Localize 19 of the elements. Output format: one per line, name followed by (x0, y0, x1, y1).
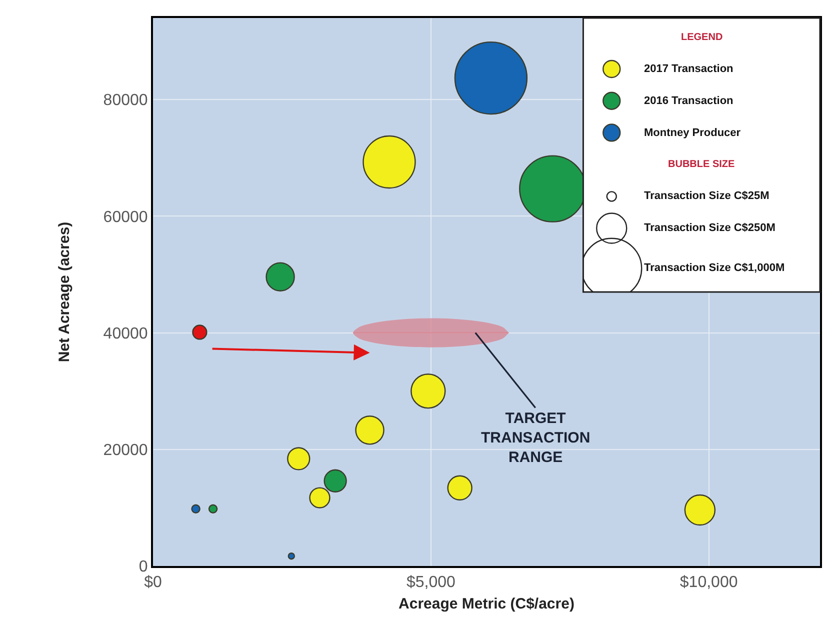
legend-label: 2016 Transaction (644, 95, 734, 107)
y-tick-label: 80000 (103, 92, 148, 110)
x-tick-label: $0 (144, 574, 162, 592)
legend-label: Transaction Size C$1,000M (644, 262, 785, 274)
y-tick-label: 20000 (103, 442, 148, 459)
y-tick-label: 0 (138, 558, 148, 576)
x-tick-label: $10,000 (680, 574, 738, 592)
annotation: TARGET TRANSACTION RANGE (481, 410, 590, 466)
y-tick-label: 60000 (103, 208, 148, 226)
legend-label: Transaction Size C$25M (644, 190, 770, 202)
y-tick-label: 40000 (103, 325, 148, 342)
x-axis-title: Acreage Metric (C$/acre) (398, 596, 574, 613)
legend-label: Montney Producer (644, 127, 742, 139)
y-axis-title: Net Acreage (acres) (56, 222, 74, 362)
legend-title: LEGEND (681, 32, 723, 43)
legend-label: 2017 Transaction (644, 63, 734, 75)
legend-label: Transaction Size C$250M (644, 222, 776, 234)
annotation: BUBBLE SIZE (668, 159, 735, 170)
x-tick-label: $5,000 (406, 574, 456, 592)
